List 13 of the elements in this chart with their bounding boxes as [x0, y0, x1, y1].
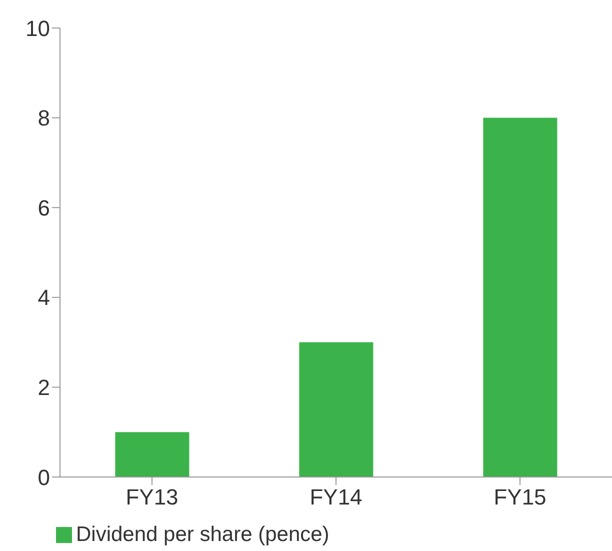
y-tick-label: 6: [38, 195, 50, 220]
y-tick-label: 4: [38, 285, 50, 310]
y-tick-label: 0: [38, 464, 50, 490]
x-tick-label: FY15: [494, 484, 546, 510]
y-tick-label: 2: [38, 375, 50, 400]
legend-label: Dividend per share (pence): [76, 523, 330, 546]
y-tick-label: 8: [38, 106, 50, 131]
x-tick-label: FY13: [126, 484, 178, 510]
x-tick-label: FY14: [310, 484, 362, 510]
y-tick-label: 10: [26, 16, 50, 41]
bar: [115, 432, 190, 477]
bar: [483, 118, 558, 477]
bar: [299, 342, 374, 477]
